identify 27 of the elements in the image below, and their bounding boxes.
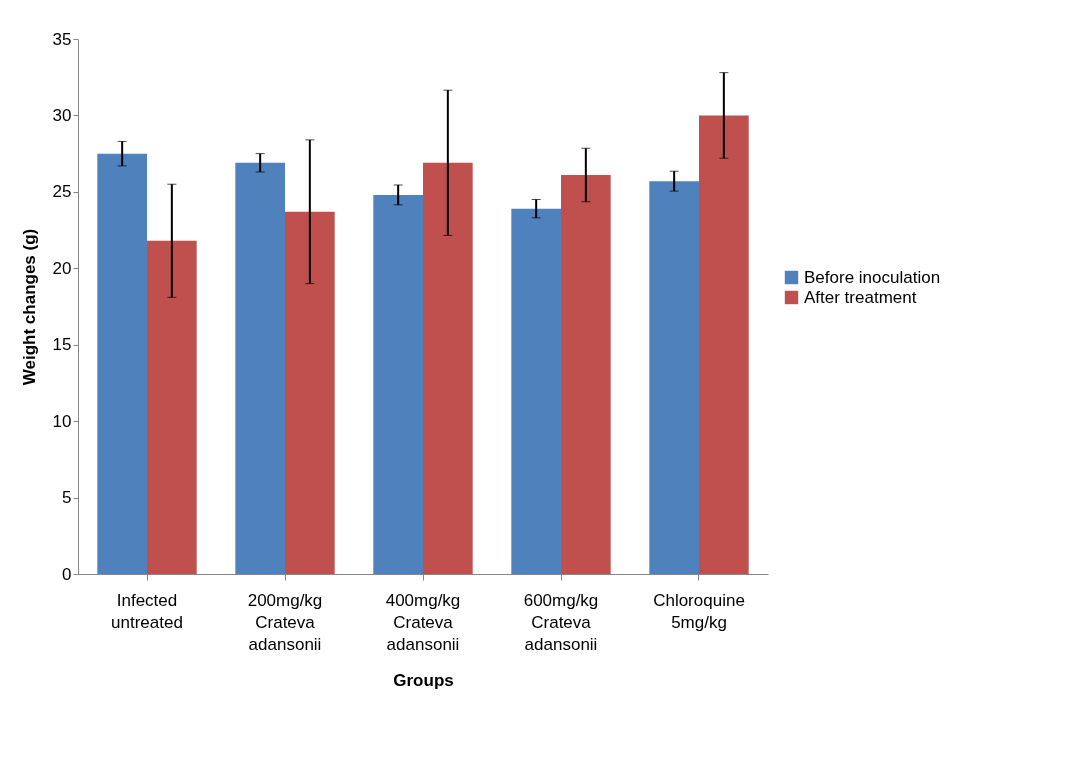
x-tick-label: 600mg/kg Crateva adansonii — [523, 590, 599, 654]
x-tick-label: 200mg/kg Crateva adansonii — [247, 590, 323, 654]
y-tick-label: 10 — [52, 411, 72, 431]
bar — [373, 194, 423, 574]
bar — [561, 175, 611, 574]
y-tick-label: 5 — [62, 488, 72, 508]
y-tick-label: 30 — [52, 105, 72, 125]
legend-label: Before inoculation — [804, 267, 941, 287]
bar — [423, 162, 473, 574]
bar — [285, 211, 335, 574]
y-tick-label: 15 — [52, 335, 72, 355]
y-axis-title: Weight changes (g) — [19, 228, 39, 386]
x-axis-title: Groups — [393, 670, 454, 690]
y-tick-label: 25 — [52, 182, 72, 202]
x-tick-label: Chloroquine 5mg/kg — [653, 590, 745, 632]
bar — [147, 240, 197, 574]
y-tick-label: 0 — [62, 564, 72, 584]
bar — [235, 162, 285, 574]
bar — [97, 153, 147, 574]
y-tick-label: 35 — [52, 29, 72, 49]
x-tick-label: Infected untreated — [111, 590, 183, 632]
bar — [699, 115, 749, 574]
legend-label: After treatment — [804, 287, 917, 307]
bar — [511, 208, 561, 574]
bar — [649, 181, 699, 574]
x-tick-label: 400mg/kg Crateva adansonii — [385, 590, 461, 654]
y-tick-label: 20 — [52, 258, 72, 278]
